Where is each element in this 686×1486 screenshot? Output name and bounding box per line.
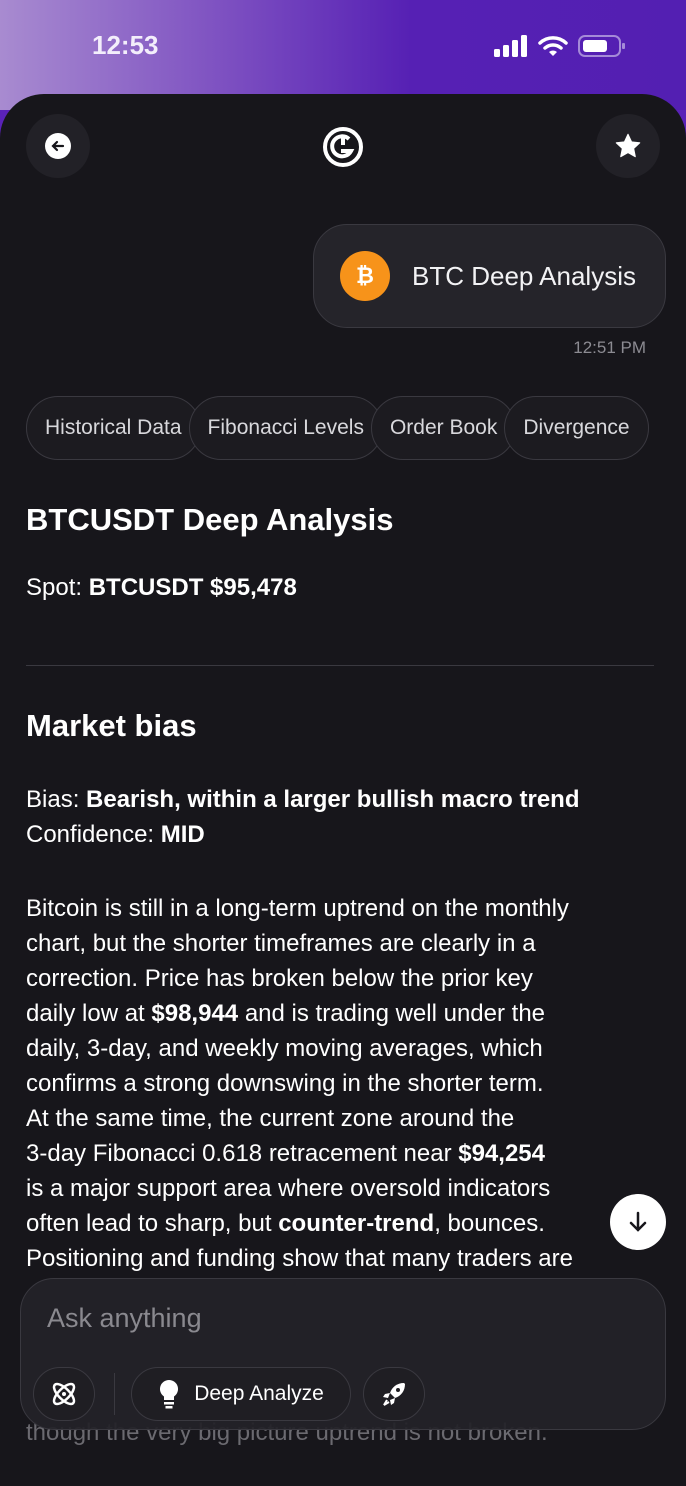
paragraph-line: At the same time, the current zone aroun… xyxy=(26,1101,573,1136)
spot-value: BTCUSDT $95,478 xyxy=(88,574,297,601)
deep-analyze-button[interactable]: Deep Analyze xyxy=(131,1367,351,1421)
rocket-button[interactable] xyxy=(363,1367,425,1421)
divider xyxy=(26,665,654,666)
bold-text: $94,254 xyxy=(458,1140,545,1167)
paragraph-line: Bitcoin is still in a long-term uptrend … xyxy=(26,891,573,926)
text-segment: Bitcoin is still in a long-term uptrend … xyxy=(26,895,569,922)
text-segment: confirms a strong downswing in the short… xyxy=(26,1070,544,1097)
analysis-paragraph: Bitcoin is still in a long-term uptrend … xyxy=(26,891,573,1276)
text-segment: Positioning and funding show that many t… xyxy=(26,1245,573,1272)
signal-icon xyxy=(494,35,527,57)
atom-icon xyxy=(52,1382,76,1406)
spot-price: Spot: BTCUSDT $95,478 xyxy=(26,574,297,602)
text-segment: is a major support area where oversold i… xyxy=(26,1175,551,1202)
text-segment: At the same time, the current zone aroun… xyxy=(26,1105,515,1132)
user-message-text: BTC Deep Analysis xyxy=(412,260,636,291)
lightbulb-icon xyxy=(160,1380,179,1409)
composer: Deep Analyze xyxy=(20,1278,666,1430)
back-button[interactable] xyxy=(26,114,90,178)
message-timestamp: 12:51 PM xyxy=(573,338,646,357)
text-segment: , bounces. xyxy=(434,1210,545,1237)
chip-fibonacci-levels[interactable]: Fibonacci Levels xyxy=(188,396,383,460)
text-segment: 3-day Fibonacci 0.618 retracement near xyxy=(26,1140,459,1167)
paragraph-line: often lead to sharp, but counter-trend, … xyxy=(26,1206,573,1241)
text-segment: and is trading well under the xyxy=(238,1000,546,1027)
rocket-icon xyxy=(383,1383,405,1406)
bias-label: Bias: xyxy=(26,786,87,813)
bold-text: counter-trend xyxy=(278,1210,435,1237)
scroll-down-button[interactable] xyxy=(610,1194,666,1250)
deep-analyze-label: Deep Analyze xyxy=(194,1382,324,1405)
app-logo xyxy=(323,127,363,167)
chip-historical-data[interactable]: Historical Data xyxy=(26,396,201,460)
confidence-label: Confidence: xyxy=(26,821,161,848)
text-segment: daily low at xyxy=(26,1000,152,1027)
chip-divergence[interactable]: Divergence xyxy=(504,396,649,460)
ask-input[interactable] xyxy=(47,1303,627,1334)
spot-label: Spot: xyxy=(26,574,89,601)
section-title: Market bias xyxy=(26,708,197,743)
user-message-bubble: ₿ BTC Deep Analysis xyxy=(313,224,666,328)
arrow-down-icon xyxy=(629,1211,647,1232)
status-bar: 12:53 xyxy=(0,0,686,110)
text-segment: often lead to sharp, but xyxy=(26,1210,279,1237)
paragraph-line: confirms a strong downswing in the short… xyxy=(26,1066,573,1101)
bias-block: Bias: Bearish, within a larger bullish m… xyxy=(26,782,579,852)
paragraph-line: Positioning and funding show that many t… xyxy=(26,1241,573,1276)
composer-divider xyxy=(114,1373,115,1415)
bitcoin-icon: ₿ xyxy=(340,251,390,301)
response-title: BTCUSDT Deep Analysis xyxy=(26,502,394,537)
status-time: 12:53 xyxy=(92,30,159,60)
star-icon xyxy=(615,133,641,158)
text-segment: daily, 3-day, and weekly moving averages… xyxy=(26,1035,543,1062)
chip-order-book[interactable]: Order Book xyxy=(370,396,517,460)
suggestion-chips: Historical Data Fibonacci Levels Order B… xyxy=(26,396,649,460)
paragraph-line: daily, 3-day, and weekly moving averages… xyxy=(26,1031,573,1066)
chat-panel: ₿ BTC Deep Analysis 12:51 PM Historical … xyxy=(0,94,686,1486)
paragraph-line: is a major support area where oversold i… xyxy=(26,1171,573,1206)
paragraph-line: 3-day Fibonacci 0.618 retracement near $… xyxy=(26,1136,573,1171)
bias-value: Bearish, within a larger bullish macro t… xyxy=(86,786,580,813)
favorite-button[interactable] xyxy=(596,114,660,178)
bold-text: $98,944 xyxy=(151,1000,239,1027)
text-segment: chart, but the shorter timeframes are cl… xyxy=(26,930,536,957)
paragraph-line: correction. Price has broken below the p… xyxy=(26,961,573,996)
confidence-value: MID xyxy=(160,821,205,848)
battery-icon xyxy=(578,35,625,57)
arrow-left-icon xyxy=(45,133,71,159)
atom-button[interactable] xyxy=(33,1367,95,1421)
wifi-icon xyxy=(538,36,568,56)
paragraph-line: daily low at $98,944 and is trading well… xyxy=(26,996,573,1031)
text-segment: correction. Price has broken below the p… xyxy=(26,965,533,992)
paragraph-line: chart, but the shorter timeframes are cl… xyxy=(26,926,573,961)
